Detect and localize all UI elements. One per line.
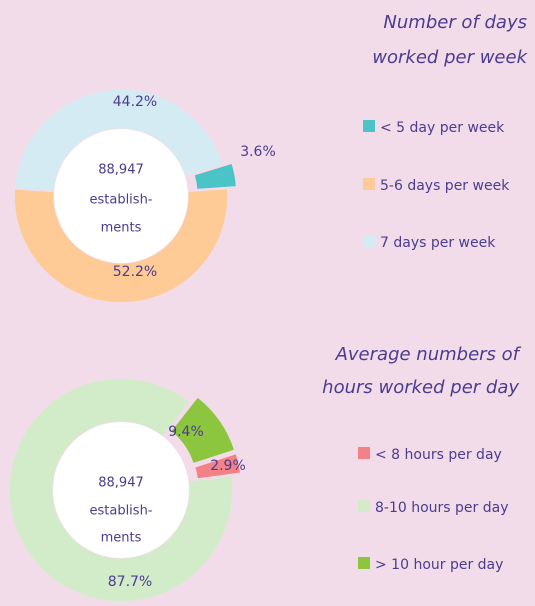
value-label: 44.2%: [113, 94, 157, 110]
value-label: 2.9%: [210, 458, 246, 474]
legend-label: 8-10 hours per day: [375, 500, 509, 516]
donut-slice: [193, 452, 242, 480]
center-text: ments: [101, 531, 142, 546]
center-text: 88,947: [98, 476, 144, 491]
donut-slice: [192, 162, 238, 191]
donut-hole: [53, 422, 189, 558]
legend-swatch: [363, 235, 375, 247]
legend-label: 7 days per week: [380, 235, 496, 251]
center-text: ments: [101, 221, 142, 236]
center-text: establish-: [89, 504, 152, 519]
value-label: 9.4%: [168, 424, 204, 440]
donut-slice: [169, 395, 236, 465]
legend-label: < 8 hours per day: [375, 447, 502, 463]
legend-title: Number of days: [383, 12, 527, 33]
center-text: establish-: [89, 193, 152, 208]
legend-swatch: [358, 557, 370, 569]
center-text: 88,947: [98, 163, 144, 178]
legend-title: hours worked per day: [322, 377, 519, 398]
legend-swatch: [358, 447, 370, 459]
legend-label: > 10 hour per day: [375, 557, 503, 573]
value-label: 87.7%: [108, 574, 152, 590]
legend-swatch: [363, 120, 375, 132]
legend-label: < 5 day per week: [380, 120, 505, 136]
legend-title: worked per week: [372, 47, 528, 68]
value-label: 3.6%: [240, 144, 276, 160]
donut-hole: [54, 129, 188, 263]
value-label: 52.2%: [113, 264, 157, 280]
legend-title: Average numbers of: [335, 344, 522, 365]
legend-swatch: [358, 500, 370, 512]
legend-label: 5-6 days per week: [380, 178, 510, 194]
legend-swatch: [363, 178, 375, 190]
